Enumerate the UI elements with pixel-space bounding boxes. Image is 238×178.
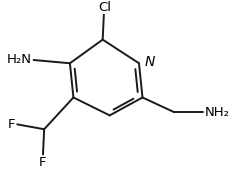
Text: F: F [8,118,15,131]
Text: N: N [145,55,155,69]
Text: Cl: Cl [99,1,112,14]
Text: NH₂: NH₂ [205,106,230,119]
Text: F: F [39,156,47,169]
Text: H₂N: H₂N [7,54,32,67]
